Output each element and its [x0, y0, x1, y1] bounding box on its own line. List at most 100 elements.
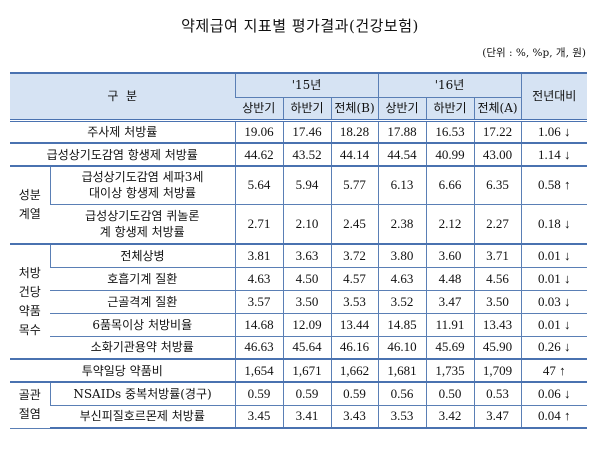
change-cell: 0.01 ↓ — [520, 313, 587, 337]
value-cell: 0.59 — [330, 381, 378, 406]
group-label: 처방 건당 약품 목수 — [10, 243, 50, 360]
value-cell: 45.90 — [473, 336, 521, 360]
value-cell: 2.45 — [330, 204, 378, 245]
value-cell: 1,662 — [330, 358, 378, 383]
table-row: 처방 건당 약품 목수 전체상병 3.81 3.63 3.72 3.80 3.60 3.71 0… — [10, 243, 587, 360]
change-cell: 0.04 ↑ — [520, 405, 587, 429]
row-label: 급성상기도감염 세파3세대이상 항생제 처방률 — [49, 165, 235, 205]
change-value: 0.04 — [538, 408, 561, 424]
header-year-2016: '16년 — [377, 72, 521, 98]
value-cell: 2.27 — [473, 204, 521, 245]
value-cell: 45.64 — [282, 336, 331, 360]
value-cell: 0.59 — [234, 381, 283, 406]
page-title: 약제급여 지표별 평가결과(건강보험) — [181, 17, 419, 35]
value-cell: 3.53 — [330, 290, 378, 314]
value-cell: 16.53 — [425, 120, 474, 144]
row-label: 근골격계 질환 — [50, 290, 235, 314]
value-cell: 11.91 — [425, 313, 474, 337]
header-sub: 상반기 — [235, 97, 283, 122]
change-arrow-icon: ↓ — [564, 146, 571, 162]
header-year-2015: '15년 — [234, 72, 378, 98]
table-row: 투약일당 약품비 1,654 1,671 1,662 1,681 1,735 1,709 47… — [10, 358, 587, 383]
value-cell: 3.81 — [234, 243, 283, 268]
value-cell: 3.63 — [282, 243, 331, 268]
change-arrow-icon: ↓ — [564, 247, 571, 263]
row-label: 주사제 처방률 — [10, 120, 235, 144]
table-row: 급성상기도감염 퀴놀론계 항생제 처방률 2.71 2.10 2.45 2.38 2.12… — [10, 204, 587, 245]
change-cell: 0.18 ↓ — [520, 204, 587, 245]
row-label: 호흡기계 질환 — [50, 267, 235, 291]
change-cell: 0.26 ↓ — [520, 336, 587, 360]
value-cell: 6.13 — [377, 165, 426, 205]
value-cell: 3.47 — [425, 290, 474, 314]
change-arrow-icon: ↓ — [564, 123, 571, 139]
change-value: 0.03 — [538, 293, 561, 309]
value-cell: 1,709 — [473, 358, 521, 383]
table-row: 성분 계열 급성상기도감염 세파3세대이상 항생제 처방률 5.64 5.94 5.77… — [10, 165, 587, 245]
table-row: 근골격계 질환 3.57 3.50 3.53 3.52 3.47 3.50 0.03 ↓ — [10, 290, 587, 314]
change-value: 47 — [542, 362, 556, 378]
header-category: 구 분 — [10, 72, 235, 122]
header-sub: 하반기 — [282, 97, 331, 122]
table-row: 소화기관용약 처방률 46.63 45.64 46.16 46.10 45.69 45.90… — [10, 336, 587, 360]
value-cell: 3.50 — [473, 290, 521, 314]
value-cell: 0.59 — [282, 381, 331, 406]
change-cell: 0.58 ↑ — [520, 165, 587, 205]
unit-note: (단위 : %, %p, 개, 원) — [482, 47, 586, 59]
value-cell: 46.10 — [377, 336, 426, 360]
value-cell: 6.66 — [425, 165, 474, 205]
value-cell: 5.94 — [282, 165, 331, 205]
value-cell: 46.63 — [234, 336, 283, 360]
row-label: 부신피질호르몬제 처방률 — [50, 405, 235, 429]
value-cell: 3.41 — [282, 405, 331, 429]
change-value: 1.14 — [538, 146, 561, 162]
value-cell: 0.56 — [377, 381, 426, 406]
value-cell: 4.48 — [425, 267, 474, 291]
value-cell: 46.16 — [330, 336, 378, 360]
row-label: NSAIDs 중복처방률(경구) — [49, 381, 235, 406]
change-arrow-icon: ↓ — [564, 385, 571, 401]
header-sub: 전체(B) — [330, 97, 378, 122]
table-row: 6품목이상 처방비율 14.68 12.09 13.44 14.85 11.91 13.43… — [10, 313, 587, 337]
row-label: 급성상기도감염 항생제 처방률 — [10, 142, 235, 167]
value-cell: 4.63 — [377, 267, 426, 291]
table-row: 호흡기계 질환 4.63 4.50 4.57 4.63 4.48 4.56 0.01 ↓ — [10, 267, 587, 291]
change-arrow-icon: ↑ — [559, 362, 566, 378]
row-label: 투약일당 약품비 — [10, 358, 235, 383]
value-cell: 0.50 — [425, 381, 474, 406]
value-cell: 18.28 — [330, 120, 378, 144]
value-cell: 43.52 — [282, 142, 331, 167]
value-cell: 3.47 — [473, 405, 521, 429]
change-value: 0.01 — [538, 247, 561, 263]
value-cell: 3.53 — [377, 405, 426, 429]
value-cell: 3.72 — [330, 243, 378, 268]
value-cell: 2.10 — [282, 204, 331, 245]
header-sub: 상반기 — [377, 97, 426, 122]
value-cell: 17.88 — [377, 120, 426, 144]
value-cell: 4.57 — [330, 267, 378, 291]
value-cell: 19.06 — [234, 120, 283, 144]
table-row: 부신피질호르몬제 처방률 3.45 3.41 3.43 3.53 3.42 3.47 0.04… — [10, 405, 587, 429]
value-cell: 13.43 — [473, 313, 521, 337]
change-arrow-icon: ↓ — [564, 293, 571, 309]
value-cell: 3.57 — [234, 290, 283, 314]
header-change: 전년대비 — [520, 72, 587, 122]
change-value: 0.58 — [538, 177, 561, 193]
value-cell: 3.43 — [330, 405, 378, 429]
value-cell: 4.63 — [234, 267, 283, 291]
value-cell: 43.00 — [473, 142, 521, 167]
evaluation-table: 구 분 '15년 '16년 전년대비 상반기 하반기 전체(B) 상반기 하반기… — [10, 72, 587, 429]
value-cell: 44.14 — [330, 142, 378, 167]
value-cell: 3.52 — [377, 290, 426, 314]
header-sub: 전체(A) — [473, 97, 521, 122]
value-cell: 3.50 — [282, 290, 331, 314]
value-cell: 2.71 — [234, 204, 283, 245]
change-arrow-icon: ↓ — [564, 270, 571, 286]
change-cell: 0.01 ↓ — [520, 243, 587, 268]
value-cell: 1,735 — [425, 358, 474, 383]
value-cell: 3.71 — [473, 243, 521, 268]
value-cell: 13.44 — [330, 313, 378, 337]
value-cell: 5.64 — [234, 165, 283, 205]
value-cell: 17.46 — [282, 120, 331, 144]
value-cell: 3.45 — [234, 405, 283, 429]
